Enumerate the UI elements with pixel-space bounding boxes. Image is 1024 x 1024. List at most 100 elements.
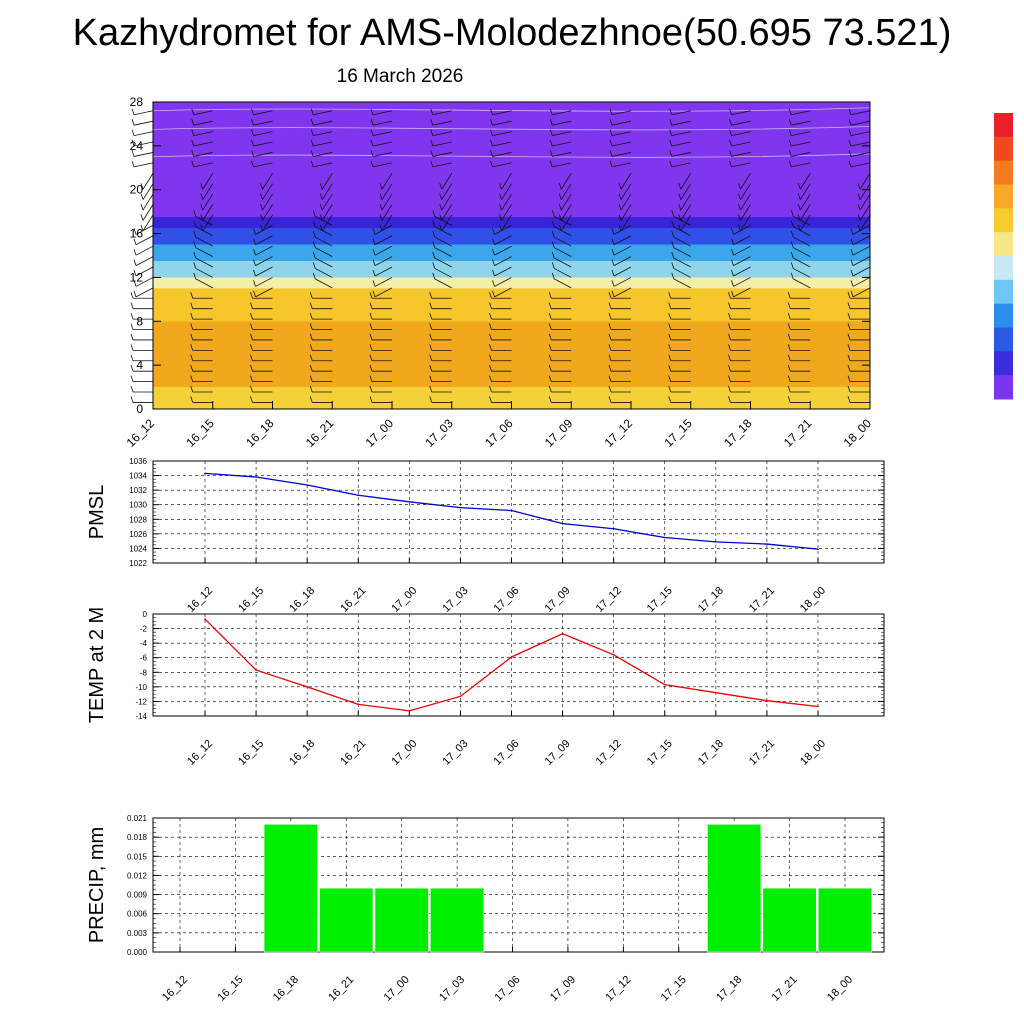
- wind-barb: [142, 214, 154, 232]
- wind-barb-flag: [608, 354, 612, 361]
- wind-barb-flag: [430, 139, 434, 147]
- wind-barb-flag: [133, 290, 137, 297]
- wind-barb-flag: [499, 203, 502, 211]
- wind-barb-flag: [668, 292, 672, 299]
- wind-barb-flag: [131, 119, 135, 126]
- wind-barb-flag: [790, 262, 794, 269]
- wind-barb-flag: [669, 129, 673, 136]
- wind-barb-flag: [130, 312, 134, 320]
- wind-barb: [195, 236, 213, 247]
- wind-barb: [673, 226, 691, 237]
- wind-barb-flag: [668, 312, 672, 320]
- wind-barb: [791, 131, 811, 136]
- cross-section-field: [153, 102, 870, 409]
- wind-barb-flag: [549, 129, 553, 136]
- wind-barb-flag: [788, 119, 792, 126]
- wind-barb: [195, 215, 213, 226]
- wind-barb-flag: [253, 280, 256, 287]
- x-tick-label: 17_21: [781, 416, 815, 450]
- wind-barb: [255, 287, 273, 298]
- wind-barb: [740, 193, 751, 211]
- wind-barb: [850, 120, 871, 126]
- y-tick-label: -10: [135, 683, 147, 692]
- wind-barb: [859, 193, 871, 211]
- wind-barb: [799, 204, 811, 221]
- wind-barb: [255, 277, 273, 287]
- wind-barb-flag: [191, 150, 195, 157]
- wind-barb-flag: [369, 375, 373, 382]
- wind-barb-flag: [787, 333, 791, 341]
- wind-barb: [850, 131, 871, 136]
- wind-barb-flag: [728, 344, 731, 351]
- wind-barb: [611, 162, 632, 168]
- wind-barb-flag: [787, 365, 791, 372]
- wind-barb: [441, 193, 453, 211]
- wind-barb: [262, 193, 273, 211]
- colorbar-segment: [994, 113, 1013, 138]
- wind-barb: [613, 287, 632, 298]
- wind-barb-flag: [847, 302, 851, 309]
- wind-barb-flag: [193, 272, 197, 279]
- wind-barb-flag: [558, 214, 562, 221]
- wind-barb-flag: [731, 249, 734, 256]
- precip-bar: [818, 887, 872, 953]
- pmsl-point: [357, 494, 360, 497]
- wind-barb-flag: [309, 302, 313, 309]
- wind-barb-flag: [729, 119, 732, 126]
- pmsl-point: [561, 522, 564, 525]
- precip-bar: [707, 824, 762, 953]
- wind-barb-flag: [731, 280, 734, 287]
- wind-barb-flag: [369, 344, 373, 351]
- wind-barb-flag: [668, 323, 672, 330]
- wind-barb: [552, 162, 572, 168]
- pmsl-point: [612, 527, 615, 530]
- wind-barb-flag: [251, 108, 254, 115]
- temp-point: [715, 691, 717, 694]
- wind-barb-flag: [253, 238, 256, 245]
- wind-barb-flag: [191, 108, 195, 115]
- wind-barb-flag: [548, 312, 552, 320]
- x-tick-label: 17_03: [440, 738, 470, 768]
- wind-barb-flag: [190, 302, 194, 309]
- wind-barb-flag: [729, 150, 732, 157]
- wind-barb-flag: [731, 238, 734, 245]
- wind-barb-flag: [191, 139, 195, 147]
- wind-barb-flag: [549, 150, 553, 157]
- precip-bar: [374, 887, 429, 953]
- wind-barb: [492, 120, 512, 126]
- wind-barb-flag: [618, 214, 622, 221]
- wind-barb: [195, 247, 213, 257]
- y-tick-label: 28: [130, 95, 144, 109]
- wind-barb-flag: [253, 249, 256, 256]
- wind-barb-flag: [669, 139, 673, 147]
- wind-barb-flag: [250, 396, 253, 403]
- y-tick-label: -14: [135, 712, 147, 721]
- wind-barb-flag: [790, 272, 794, 279]
- wind-barb-flag: [548, 333, 552, 341]
- precip-ylabel: PRECIP, mm: [86, 827, 108, 943]
- wind-barb-flag: [608, 375, 612, 382]
- wind-barb-flag: [312, 241, 316, 248]
- wind-barb-flag: [558, 224, 562, 232]
- wind-barb-flag: [140, 203, 144, 211]
- cross-section-band: [153, 244, 870, 261]
- wind-barb: [852, 235, 871, 246]
- wind-barb-flag: [549, 108, 553, 115]
- wind-barb-flag: [489, 302, 492, 309]
- y-tick-label: 24: [130, 139, 144, 153]
- wind-barb: [852, 287, 871, 298]
- y-tick-label: -12: [135, 697, 147, 706]
- wind-barb: [372, 131, 393, 136]
- wind-barb: [733, 256, 751, 266]
- wind-barb-flag: [190, 354, 194, 361]
- wind-barb-flag: [492, 280, 495, 287]
- wind-barb-flag: [131, 160, 135, 167]
- wind-barb: [434, 278, 452, 289]
- wind-barb-flag: [190, 333, 194, 341]
- x-tick-label: 17_00: [363, 416, 397, 450]
- x-tick-label: 17_06: [482, 416, 516, 450]
- wind-barb: [135, 245, 154, 256]
- precip-bar: [319, 887, 374, 953]
- wind-barb: [434, 215, 452, 226]
- wind-barb: [733, 266, 751, 277]
